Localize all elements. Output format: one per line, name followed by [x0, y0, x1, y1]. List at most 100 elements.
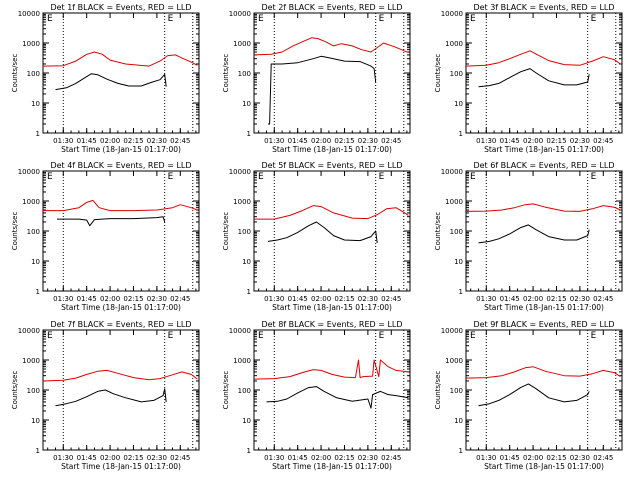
- events-series-line: [478, 68, 590, 88]
- events-series-line: [267, 221, 378, 243]
- y-tick-label: 1: [247, 130, 251, 138]
- chart-panel-7: Det 7f BLACK = Events, RED = LLD 1 10 100 10…: [11, 320, 200, 471]
- chart-panel-3: Det 3f BLACK = Events, RED = LLD 1 10 100 10…: [434, 3, 623, 154]
- y-tick-label: 1000: [233, 357, 251, 365]
- x-tick-label: 02:15: [334, 454, 354, 462]
- event-marker: E: [258, 331, 264, 341]
- x-tick-label: 02:30: [147, 454, 167, 462]
- y-axis-label: Counts/sec: [11, 54, 19, 93]
- x-tick-label: 02:30: [358, 137, 378, 145]
- x-axis-label: Start Time (18-Jan-15 01:17:00): [61, 145, 181, 154]
- plot-frame: [465, 12, 623, 134]
- x-tick-label: 02:00: [311, 454, 331, 462]
- y-tick-label: 100: [238, 70, 251, 78]
- y-tick-label: 100: [238, 387, 251, 395]
- x-tick-label: 01:30: [53, 454, 73, 462]
- lld-series-line: [465, 366, 621, 379]
- y-tick-label: 1000: [445, 40, 463, 48]
- x-tick-label: 01:45: [288, 295, 308, 303]
- y-tick-label: 1000: [22, 40, 40, 48]
- x-tick-label: 02:45: [170, 454, 190, 462]
- y-axis-label: Counts/sec: [222, 54, 230, 93]
- event-marker: E: [47, 172, 53, 182]
- y-tick-label: 10: [454, 258, 463, 266]
- x-tick-label: 01:30: [264, 137, 284, 145]
- y-tick-label: 1: [36, 130, 40, 138]
- y-tick-label: 1: [247, 447, 251, 455]
- lld-series-line: [42, 369, 198, 382]
- lld-series-line: [465, 203, 621, 212]
- y-tick-label: 10000: [229, 10, 251, 18]
- y-tick-label: 10000: [441, 10, 463, 18]
- y-tick-label: 1000: [445, 198, 463, 206]
- events-series-line: [478, 383, 590, 407]
- y-tick-label: 100: [238, 228, 251, 236]
- x-tick-label: 02:00: [100, 454, 120, 462]
- x-tick-label: 02:30: [570, 295, 590, 303]
- x-tick-label: 02:15: [334, 295, 354, 303]
- y-tick-label: 100: [27, 387, 40, 395]
- y-tick-label: 1: [247, 288, 251, 296]
- x-tick-label: 01:30: [476, 454, 496, 462]
- y-tick-label: 100: [27, 70, 40, 78]
- event-marker: E: [379, 172, 385, 182]
- x-tick-label: 02:00: [523, 137, 543, 145]
- y-tick-label: 10: [454, 100, 463, 108]
- x-tick-label: 02:00: [311, 137, 331, 145]
- y-tick-label: 1000: [233, 40, 251, 48]
- x-tick-label: 02:15: [334, 137, 354, 145]
- x-axis-label: Start Time (18-Jan-15 01:17:00): [484, 303, 604, 312]
- y-tick-label: 10000: [229, 168, 251, 176]
- y-tick-label: 1: [459, 447, 463, 455]
- y-tick-label: 1: [459, 288, 463, 296]
- y-tick-label: 10: [454, 417, 463, 425]
- plot-frame: [253, 170, 411, 292]
- y-tick-label: 10: [31, 100, 40, 108]
- panel-title: Det 6f BLACK = Events, RED = LLD: [473, 161, 614, 170]
- x-tick-label: 02:30: [358, 295, 378, 303]
- events-series-line: [55, 73, 167, 91]
- y-axis-label: Counts/sec: [434, 54, 442, 93]
- event-marker: E: [591, 172, 597, 182]
- event-marker: E: [470, 331, 476, 341]
- y-axis-label: Counts/sec: [222, 371, 230, 410]
- x-tick-label: 01:30: [53, 137, 73, 145]
- x-tick-label: 01:45: [500, 295, 520, 303]
- panel-title: Det 2f BLACK = Events, RED = LLD: [261, 3, 402, 12]
- y-tick-label: 10000: [441, 327, 463, 335]
- x-tick-label: 02:30: [147, 295, 167, 303]
- x-tick-label: 02:30: [570, 454, 590, 462]
- x-tick-label: 01:45: [288, 137, 308, 145]
- lld-series-line: [254, 205, 409, 220]
- x-tick-label: 02:45: [381, 295, 401, 303]
- y-tick-label: 10: [242, 417, 251, 425]
- x-tick-label: 02:15: [546, 137, 566, 145]
- y-tick-label: 1000: [445, 357, 463, 365]
- panel-title: Det 1f BLACK = Events, RED = LLD: [50, 3, 191, 12]
- chart-panel-1: Det 1f BLACK = Events, RED = LLD 1 10 100 10…: [11, 3, 200, 154]
- x-tick-label: 02:15: [123, 137, 143, 145]
- x-axis-label: Start Time (18-Jan-15 01:17:00): [272, 462, 392, 471]
- y-tick-label: 10000: [229, 327, 251, 335]
- x-axis-label: Start Time (18-Jan-15 01:17:00): [484, 145, 604, 154]
- event-marker: E: [47, 331, 53, 341]
- event-marker: E: [168, 331, 174, 341]
- x-tick-label: 02:45: [593, 137, 613, 145]
- x-axis-label: Start Time (18-Jan-15 01:17:00): [272, 145, 392, 154]
- x-tick-label: 02:15: [546, 454, 566, 462]
- y-tick-label: 1: [36, 288, 40, 296]
- y-tick-label: 100: [450, 70, 463, 78]
- y-axis-label: Counts/sec: [222, 212, 230, 251]
- plot-frame: [465, 329, 623, 451]
- y-tick-label: 100: [450, 387, 463, 395]
- x-tick-label: 01:30: [264, 295, 284, 303]
- y-tick-label: 10: [31, 258, 40, 266]
- panel-title: Det 3f BLACK = Events, RED = LLD: [473, 3, 614, 12]
- lld-series-line: [253, 37, 409, 56]
- x-tick-label: 01:45: [500, 454, 520, 462]
- chart-panel-2: Det 2f BLACK = Events, RED = LLD 1 10 100 10…: [222, 3, 411, 154]
- y-tick-label: 1000: [233, 198, 251, 206]
- event-marker: E: [258, 14, 264, 24]
- event-marker: E: [258, 172, 264, 182]
